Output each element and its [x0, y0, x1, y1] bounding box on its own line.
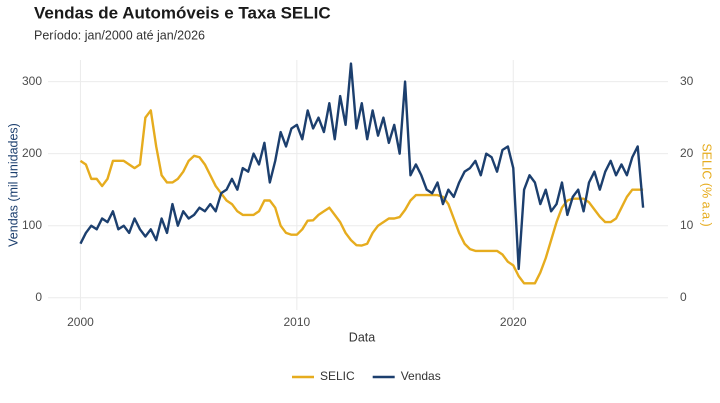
x-axis-title: Data [349, 330, 375, 344]
y-tick-label: 0 [35, 290, 42, 304]
legend-label: Vendas [401, 369, 441, 383]
y2-tick-label: 30 [680, 74, 694, 88]
legend-label: SELIC [320, 369, 355, 383]
x-tick-label: 2000 [67, 315, 94, 329]
y2-axis-title: SELIC (% a.a.) [700, 143, 714, 226]
y-tick-label: 100 [22, 218, 42, 232]
chart-subtitle: Período: jan/2000 até jan/2026 [34, 28, 205, 42]
chart-title: Vendas de Automóveis e Taxa SELIC [34, 3, 331, 22]
series-line [79, 109, 644, 285]
series-line [79, 62, 645, 271]
y-tick-label: 200 [22, 146, 42, 160]
y2-tick-label: 20 [680, 146, 694, 160]
x-tick-label: 2010 [284, 315, 311, 329]
y-tick-label: 300 [22, 74, 42, 88]
x-tick-label: 2020 [500, 315, 527, 329]
y2-tick-label: 10 [680, 218, 694, 232]
y2-tick-label: 0 [680, 290, 687, 304]
y-axis-title: Vendas (mil unidades) [6, 123, 20, 247]
